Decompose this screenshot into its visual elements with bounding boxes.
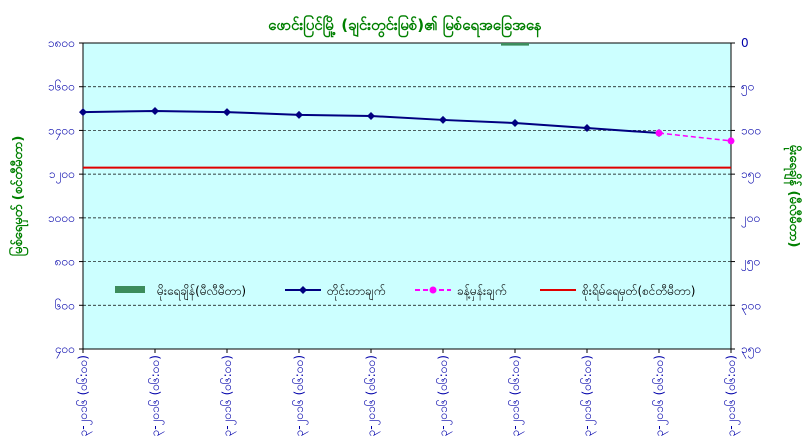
legend-label: ခန့်မှန်းချက် [457,283,506,301]
x-tick-label: ၁၁-၃-၂၀၁၆ (၀၆:၀၀) [219,355,237,437]
legend-marker [299,286,307,294]
x-tick-label: ၁၇-၃-၂၀၁၆ (၀၆:၀၀) [651,355,669,437]
legend-label: စိုးရိမ်ရေမှတ်(စင်တီမီတာ) [582,283,695,301]
x-tick-label: ၁၆-၃-၂၀၁၆ (၀၆:၀၀) [579,355,597,437]
y2-tick-label: ၁၅၀ [741,167,761,184]
measured-point [511,118,519,127]
legend-swatch [115,286,145,293]
measured-point [295,110,303,119]
forecast-point [655,129,663,137]
y2-tick-label: ၃၅၀ [741,342,761,359]
measured-point [151,106,159,115]
measured-point [583,124,591,133]
y-tick-label: ၁၂၀၀ [49,167,75,184]
x-tick-label: ၁၂-၃-၂၀၁၆ (၀၆:၀၀) [291,355,309,437]
y-tick-label: ၁၄၀၀ [48,123,75,140]
measured-point [367,112,375,121]
y-tick-label: ၄၀၀ [55,342,75,359]
y2-tick-label: ၂၀၀ [741,211,760,228]
y2-tick-label: ၃၀၀ [741,298,761,315]
legend-label: မိုးရေချိန်(မီလီမီတာ) [157,283,246,301]
y-tick-label: ၆၀၀ [55,297,75,312]
y-tick-label: ၈၀၀ [55,255,75,269]
y-axis-label: မြစ်ရေမှတ် (စင်တီမီတာ) [8,136,29,257]
y2-tick-label: 0 [741,36,749,50]
y-tick-label: ၁၈၀၀ [48,36,75,50]
measured-point [223,108,231,117]
x-tick-label: ၉-၃-၂၀၁၆ (၀၆:၀၀) [75,355,93,437]
y-tick-label: ၁၀၀၀ [48,211,75,225]
series-line [658,132,732,142]
x-tick-label: ၁၄-၃-၂၀၁၆ (၀၆:၀၀) [435,355,453,437]
x-tick-label: ၁၅-၃-၂၀၁၆ (၀၆:၀၀) [507,355,525,437]
y2-tick-label: ၂၅၀ [741,255,760,272]
measured-point [439,115,447,124]
plot-area [82,42,732,350]
x-tick-label: ၁၃-၃-၂၀၁၆ (၀၆:၀၀) [363,355,381,437]
legend-marker [429,286,437,294]
y2-tick-label: ၅၀ [741,80,755,97]
rain-bar [501,43,529,46]
y2-tick-label: ၁၀၀ [741,123,761,137]
x-tick-label: ၁၀-၃-၂၀၁၆ (၀၆:၀၀) [147,355,165,437]
y2-axis-label: မိုးရေချိန် (မီလီမီတာ) [783,145,803,248]
y-tick-label: ၁၆၀၀ [48,79,75,94]
forecast-point [727,137,735,145]
measured-point [79,108,87,117]
legend-label: တိုင်းတာချက် [327,283,385,301]
x-tick-label: ၁၈-၃-၂၀၁၆ (၀၆:၀၀) [723,355,741,437]
